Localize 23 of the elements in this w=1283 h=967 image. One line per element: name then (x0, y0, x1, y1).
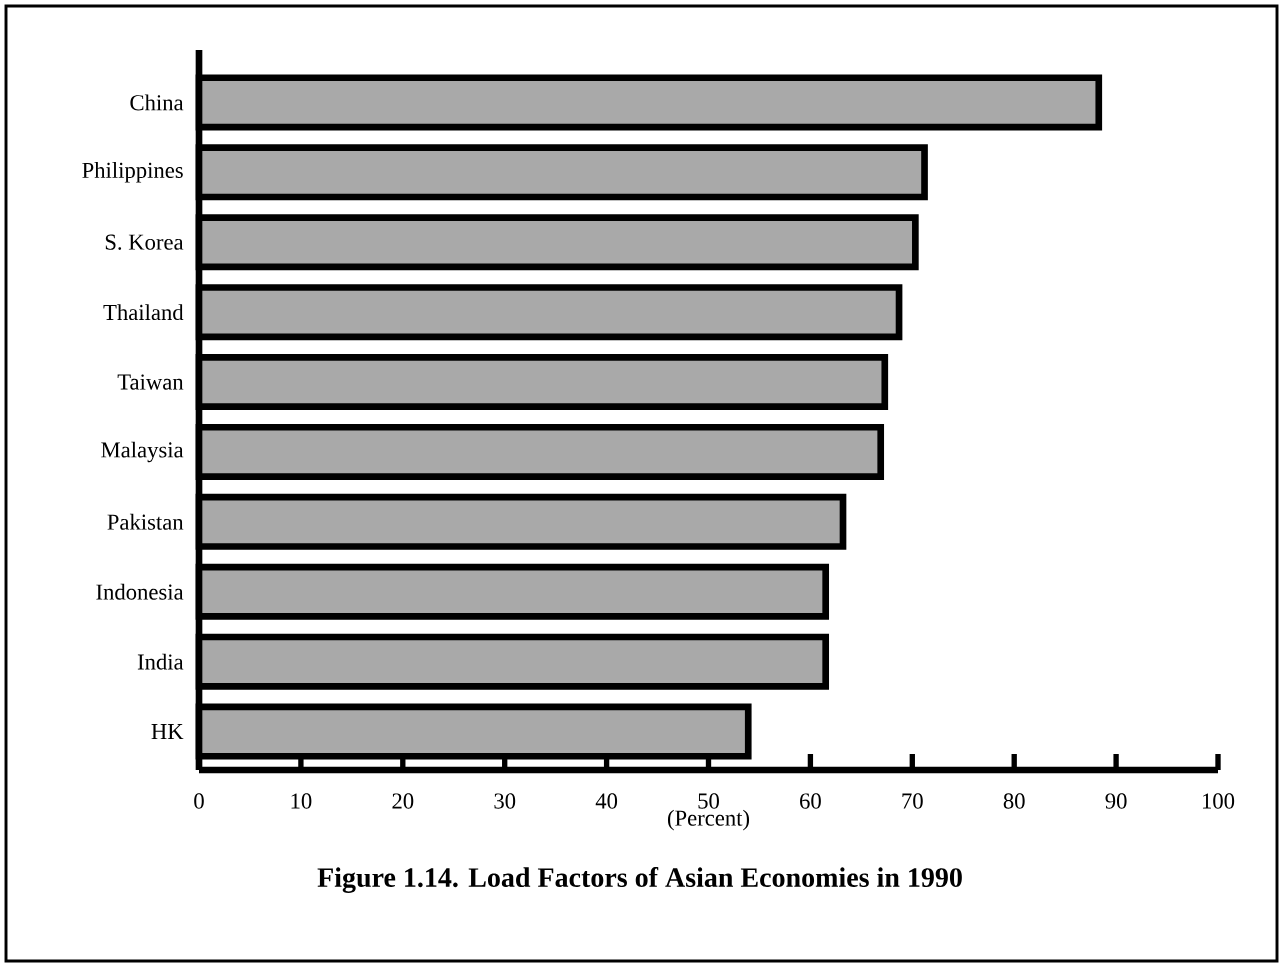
x-tick-label: 10 (291, 793, 312, 809)
x-axis-title: (Percent) (667, 809, 750, 831)
y-tick-label: S. Korea (105, 234, 184, 250)
y-tick-label: India (137, 653, 184, 670)
y-tick-label: Philippines (82, 162, 183, 183)
x-tick-label: 90 (1105, 793, 1127, 809)
text: Figure 1.14. Load Factors of Asian Economies in 1990 (317, 867, 962, 893)
x-tick-label: 80 (1003, 793, 1025, 809)
y-tick-label: Malaysia (101, 441, 184, 463)
y-tick-label: China (130, 94, 184, 111)
x-tick-label: 40 (595, 793, 618, 809)
x-tick-label: 70 (902, 793, 923, 809)
y-tick-label: Pakistan (107, 513, 184, 530)
y-tick-label: Taiwan (117, 374, 184, 390)
x-tick-label: 30 (494, 793, 516, 809)
x-tick-label: 50 (698, 793, 719, 809)
y-tick-label: HK (151, 724, 184, 739)
x-tick-label: 100 (1202, 793, 1235, 809)
x-tick-label: 20 (392, 793, 414, 809)
y-tick-label: Indonesia (96, 583, 184, 600)
y-tick-label: Thailand (103, 304, 184, 321)
x-tick-label: 0 (194, 793, 204, 809)
x-tick-label: 60 (800, 793, 821, 809)
